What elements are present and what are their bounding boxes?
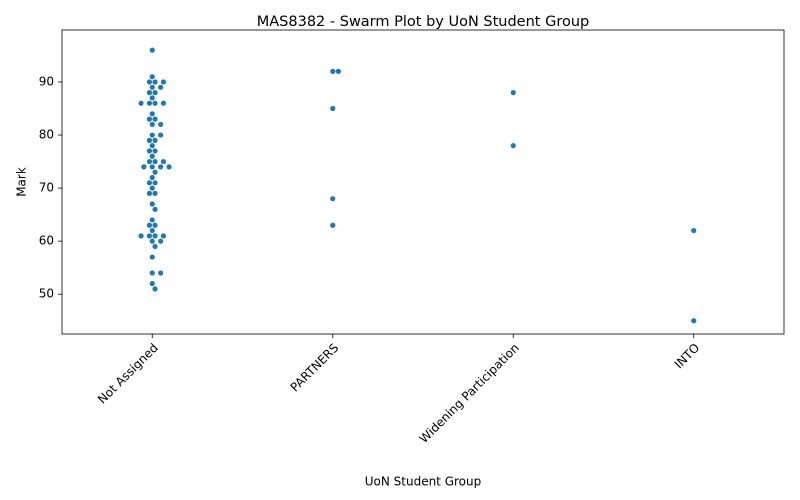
point xyxy=(152,100,158,106)
point xyxy=(149,217,155,223)
point xyxy=(146,190,153,197)
y-axis-label: Mark xyxy=(15,167,29,197)
point xyxy=(160,79,167,85)
point xyxy=(146,79,153,85)
point xyxy=(152,169,158,175)
y-tick-label: 90 xyxy=(39,74,54,88)
x-tick-label: Not Assigned xyxy=(95,341,161,407)
y-tick-label: 80 xyxy=(39,128,54,142)
point xyxy=(158,164,164,170)
point xyxy=(330,105,336,112)
point xyxy=(146,233,153,239)
point xyxy=(138,100,144,106)
y-tick-label: 70 xyxy=(39,181,54,195)
point xyxy=(146,222,153,228)
point xyxy=(510,143,516,149)
point xyxy=(330,68,336,74)
point xyxy=(138,233,144,239)
point xyxy=(160,158,167,165)
point xyxy=(152,79,158,85)
point xyxy=(146,137,153,143)
point xyxy=(146,180,153,186)
point xyxy=(149,185,155,191)
point xyxy=(149,164,155,170)
x-tick-label: INTO xyxy=(672,341,703,372)
point xyxy=(160,233,167,239)
point xyxy=(330,222,336,228)
point xyxy=(160,100,167,106)
point xyxy=(149,201,155,207)
chart-title: MAS8382 - Swarm Plot by UoN Student Grou… xyxy=(257,14,589,30)
point xyxy=(149,143,155,149)
point xyxy=(149,254,155,260)
point xyxy=(149,84,155,90)
point xyxy=(152,190,158,197)
point xyxy=(152,148,158,154)
x-tick-label: Widening Participation xyxy=(417,341,522,446)
point xyxy=(158,132,164,138)
point xyxy=(149,280,155,287)
point xyxy=(691,318,697,324)
point xyxy=(510,90,516,96)
point xyxy=(149,95,155,101)
point xyxy=(149,153,155,159)
point xyxy=(146,158,153,165)
point xyxy=(152,222,158,228)
point xyxy=(149,270,155,276)
point xyxy=(166,164,172,170)
y-tick-label: 50 xyxy=(39,287,54,301)
y-tick-label: 60 xyxy=(39,234,54,248)
point xyxy=(691,227,697,234)
point xyxy=(146,90,153,96)
point xyxy=(152,206,158,212)
point xyxy=(146,148,153,154)
point xyxy=(152,243,158,250)
point xyxy=(152,90,158,96)
point xyxy=(146,100,153,106)
point xyxy=(158,84,164,90)
point xyxy=(152,137,158,143)
point xyxy=(152,158,158,165)
point xyxy=(146,116,153,122)
x-axis-label: UoN Student Group xyxy=(365,475,482,489)
point xyxy=(335,68,341,74)
point xyxy=(158,121,164,128)
point xyxy=(149,121,155,128)
point xyxy=(152,116,158,122)
point xyxy=(152,180,158,186)
point xyxy=(149,74,155,80)
point xyxy=(158,270,164,276)
plot-frame xyxy=(61,29,785,335)
point xyxy=(149,111,155,117)
x-tick-label: PARTNERS xyxy=(288,341,342,395)
point xyxy=(152,286,158,292)
point xyxy=(149,174,155,181)
point xyxy=(149,227,155,234)
point xyxy=(152,233,158,239)
point xyxy=(330,196,336,202)
point xyxy=(158,238,164,244)
point xyxy=(149,47,155,53)
point xyxy=(141,164,147,170)
point xyxy=(149,132,155,138)
point xyxy=(149,238,155,244)
